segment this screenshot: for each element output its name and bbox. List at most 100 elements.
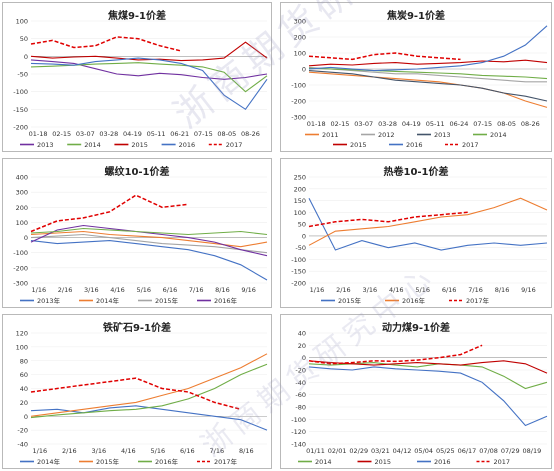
y-tick-label: 200: [16, 204, 28, 212]
y-tick-label: -150: [291, 268, 306, 276]
legend-label: 2015: [375, 458, 392, 466]
x-tick-label: 06/17: [458, 447, 477, 455]
chart-title: 焦煤9-1价差: [107, 11, 167, 22]
y-tick-label: 0: [302, 66, 306, 74]
y-tick-label: -100: [291, 82, 306, 90]
x-tick-label: 6/16: [163, 286, 178, 294]
chart-title: 热卷10-1价差: [383, 167, 449, 178]
x-tick-label: 07/29: [501, 447, 520, 455]
x-tick-label: 5/16: [136, 286, 151, 294]
x-tick-label: 02-15: [52, 130, 71, 138]
x-tick-label: 4/16: [110, 286, 125, 294]
legend-label: 2014: [490, 131, 507, 139]
y-tick-label: 300: [294, 18, 306, 26]
legend-label: 2015年: [96, 457, 120, 466]
y-tick-label: 150: [294, 197, 306, 205]
x-tick-label: 08-05: [497, 120, 516, 128]
x-tick-label: 7/16: [210, 447, 225, 455]
y-tick-label: -200: [13, 124, 28, 132]
y-tick-label: -150: [13, 106, 28, 114]
legend-label: 2015: [131, 141, 148, 149]
y-tick-label: -200: [291, 280, 306, 288]
series-line: [30, 59, 268, 80]
panel-coke: 焦炭9-1价差 300 200 100 0 -100 -200 -300 01-18 02-15…: [280, 2, 552, 152]
y-tick-label: -40: [295, 379, 306, 387]
legend-label: 2017年: [466, 296, 490, 305]
x-tick-label: 6/16: [180, 447, 195, 455]
x-tick-label: 07-15: [473, 120, 492, 128]
panel-coking-coal: 焦煤9-1价差 100 50 0 -50 -100 -150 -200 01-18 02-15 0…: [2, 2, 272, 152]
x-tick-label: 07/08: [479, 447, 498, 455]
legend-label: 2017: [226, 141, 243, 149]
y-tick-label: -120: [291, 428, 306, 436]
legend-label: 2017: [494, 458, 511, 466]
panel-hot-coil: 热卷10-1价差 250 200 150 100 50 0 -50 -100 -150 -200 1…: [280, 158, 552, 308]
x-tick-label: 03-28: [99, 130, 118, 138]
y-tick-label: 0: [302, 232, 306, 240]
y-tick-label: 300: [16, 189, 28, 197]
x-tick-label: 8/16: [215, 286, 230, 294]
x-tick-label: 2/16: [58, 286, 73, 294]
x-tick-label: 05-11: [147, 130, 166, 138]
x-tick-label: 1/16: [33, 447, 48, 455]
y-tick-label: 40: [20, 385, 28, 393]
legend-label: 2016年: [214, 296, 238, 305]
x-tick-label: 9/16: [241, 286, 256, 294]
y-tick-label: 200: [294, 185, 306, 193]
x-tick-label: 01-18: [307, 120, 326, 128]
series-line: [30, 224, 268, 257]
legend-label: 2016: [434, 458, 451, 466]
y-tick-label: 60: [20, 371, 28, 379]
y-tick-label: 100: [16, 18, 28, 26]
x-tick-label: 9/16: [521, 286, 536, 294]
x-tick-label: 5/16: [415, 286, 430, 294]
x-tick-label: 02/29: [349, 447, 368, 455]
x-tick-label: 4/16: [121, 447, 136, 455]
y-tick-label: 0: [24, 413, 28, 421]
y-tick-label: -100: [13, 249, 28, 257]
x-tick-label: 08-05: [217, 130, 236, 138]
series-line: [308, 366, 548, 427]
x-tick-label: 04-19: [123, 130, 142, 138]
x-tick-label: 03-07: [354, 120, 373, 128]
series-line: [308, 59, 548, 67]
legend-label: 2013: [37, 141, 54, 149]
x-tick-label: 3/16: [363, 286, 378, 294]
x-tick-label: 08/19: [522, 447, 541, 455]
legend-label: 2014: [84, 141, 101, 149]
y-tick-label: 100: [16, 219, 28, 227]
y-tick-label: 400: [16, 174, 28, 182]
panel-rebar: 螺纹10-1价差 400 300 200 100 0 -100 -200 -300 1/16 2/…: [2, 158, 272, 308]
series-line: [30, 36, 182, 52]
x-tick-label: 1/16: [32, 286, 47, 294]
series-line: [308, 67, 548, 80]
x-tick-label: 01/11: [306, 447, 325, 455]
y-tick-label: -20: [17, 427, 28, 435]
y-tick-label: 0: [302, 354, 306, 362]
y-tick-label: 50: [298, 221, 306, 229]
legend-label: 2014年: [96, 296, 120, 305]
x-tick-label: 2/16: [336, 286, 351, 294]
series-line: [308, 360, 548, 374]
x-tick-label: 08-26: [241, 130, 260, 138]
chart-title: 焦炭9-1价差: [386, 11, 446, 22]
x-tick-label: 02/01: [328, 447, 347, 455]
panel-iron-ore: 铁矿石9-1价差 120 100 80 60 40 20 0 -20 -40 1/16 2/16 3/…: [2, 314, 272, 469]
x-tick-label: 8/16: [495, 286, 510, 294]
y-tick-label: 40: [298, 330, 306, 338]
series-line: [308, 211, 468, 228]
chart-svg: 400 300 200 100 0 -100 -200 -300 1/16 2/16 3/16 4/1…: [13, 174, 268, 305]
x-tick-label: 03-07: [76, 130, 95, 138]
y-tick-label: 200: [294, 34, 306, 42]
x-tick-label: 05/04: [414, 447, 433, 455]
x-tick-label: 05/25: [436, 447, 455, 455]
legend-label: 2016年: [155, 457, 179, 466]
legend-label: 2015: [350, 141, 367, 149]
series-line: [308, 344, 483, 365]
series-line: [30, 57, 268, 111]
y-tick-label: -80: [295, 404, 306, 412]
